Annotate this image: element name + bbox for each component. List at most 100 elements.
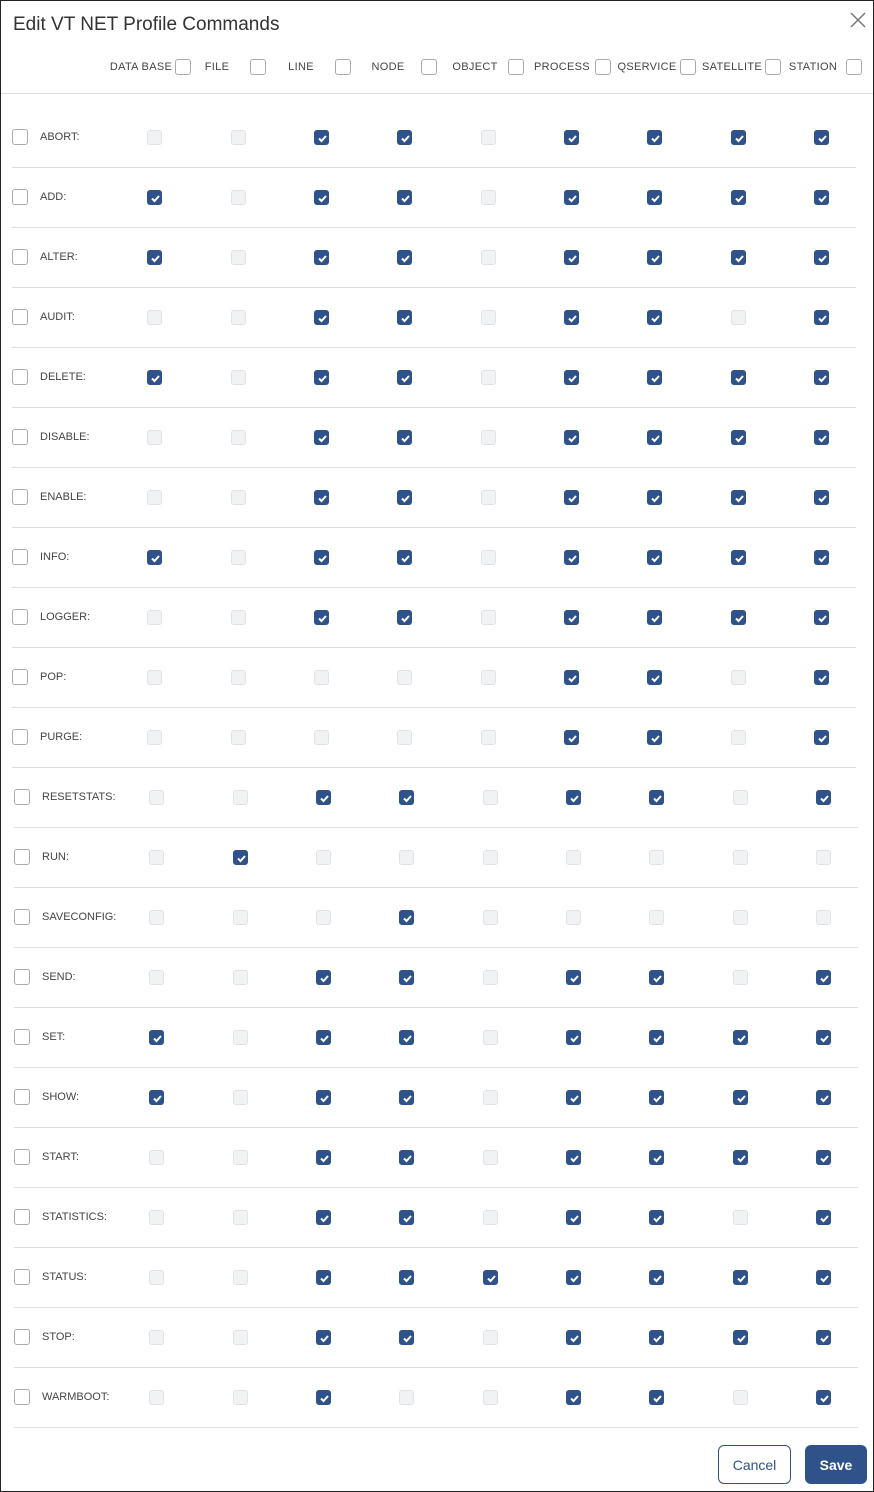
checked-checkbox[interactable]	[814, 370, 829, 385]
checked-checkbox[interactable]	[314, 130, 329, 145]
column-select-all-checkbox[interactable]	[765, 59, 781, 75]
checked-checkbox[interactable]	[816, 1270, 831, 1285]
checked-checkbox[interactable]	[649, 970, 664, 985]
checked-checkbox[interactable]	[233, 850, 248, 865]
checked-checkbox[interactable]	[647, 550, 662, 565]
checked-checkbox[interactable]	[399, 1330, 414, 1345]
checked-checkbox[interactable]	[564, 730, 579, 745]
checked-checkbox[interactable]	[397, 550, 412, 565]
column-select-all-checkbox[interactable]	[250, 59, 266, 75]
column-select-all-checkbox[interactable]	[595, 59, 611, 75]
checked-checkbox[interactable]	[314, 610, 329, 625]
checked-checkbox[interactable]	[316, 1090, 331, 1105]
row-select-checkbox[interactable]	[14, 789, 30, 805]
checked-checkbox[interactable]	[566, 1210, 581, 1225]
row-select-checkbox[interactable]	[14, 1329, 30, 1345]
checked-checkbox[interactable]	[147, 550, 162, 565]
column-select-all-checkbox[interactable]	[421, 59, 437, 75]
checked-checkbox[interactable]	[731, 190, 746, 205]
checked-checkbox[interactable]	[814, 550, 829, 565]
checked-checkbox[interactable]	[647, 730, 662, 745]
row-select-checkbox[interactable]	[12, 489, 28, 505]
checked-checkbox[interactable]	[814, 310, 829, 325]
column-select-all-checkbox[interactable]	[175, 59, 191, 75]
checked-checkbox[interactable]	[397, 370, 412, 385]
checked-checkbox[interactable]	[814, 430, 829, 445]
checked-checkbox[interactable]	[816, 1390, 831, 1405]
row-select-checkbox[interactable]	[14, 969, 30, 985]
checked-checkbox[interactable]	[397, 130, 412, 145]
checked-checkbox[interactable]	[733, 1330, 748, 1345]
checked-checkbox[interactable]	[564, 250, 579, 265]
checked-checkbox[interactable]	[731, 130, 746, 145]
checked-checkbox[interactable]	[731, 430, 746, 445]
checked-checkbox[interactable]	[147, 370, 162, 385]
checked-checkbox[interactable]	[399, 970, 414, 985]
checked-checkbox[interactable]	[564, 610, 579, 625]
checked-checkbox[interactable]	[647, 430, 662, 445]
close-icon[interactable]	[848, 10, 868, 30]
checked-checkbox[interactable]	[647, 490, 662, 505]
checked-checkbox[interactable]	[399, 1090, 414, 1105]
checked-checkbox[interactable]	[647, 670, 662, 685]
checked-checkbox[interactable]	[397, 190, 412, 205]
row-select-checkbox[interactable]	[14, 909, 30, 925]
checked-checkbox[interactable]	[814, 250, 829, 265]
row-select-checkbox[interactable]	[14, 1089, 30, 1105]
checked-checkbox[interactable]	[316, 1030, 331, 1045]
checked-checkbox[interactable]	[399, 910, 414, 925]
checked-checkbox[interactable]	[566, 1090, 581, 1105]
checked-checkbox[interactable]	[647, 370, 662, 385]
checked-checkbox[interactable]	[566, 1330, 581, 1345]
checked-checkbox[interactable]	[314, 310, 329, 325]
checked-checkbox[interactable]	[397, 610, 412, 625]
checked-checkbox[interactable]	[649, 1270, 664, 1285]
checked-checkbox[interactable]	[564, 370, 579, 385]
checked-checkbox[interactable]	[649, 1150, 664, 1165]
checked-checkbox[interactable]	[314, 550, 329, 565]
checked-checkbox[interactable]	[314, 190, 329, 205]
checked-checkbox[interactable]	[814, 730, 829, 745]
checked-checkbox[interactable]	[564, 430, 579, 445]
checked-checkbox[interactable]	[733, 1030, 748, 1045]
row-select-checkbox[interactable]	[12, 309, 28, 325]
checked-checkbox[interactable]	[314, 370, 329, 385]
column-select-all-checkbox[interactable]	[508, 59, 524, 75]
checked-checkbox[interactable]	[316, 1210, 331, 1225]
checked-checkbox[interactable]	[816, 1030, 831, 1045]
checked-checkbox[interactable]	[647, 610, 662, 625]
checked-checkbox[interactable]	[399, 1150, 414, 1165]
checked-checkbox[interactable]	[816, 1150, 831, 1165]
checked-checkbox[interactable]	[731, 610, 746, 625]
checked-checkbox[interactable]	[647, 310, 662, 325]
checked-checkbox[interactable]	[814, 130, 829, 145]
row-select-checkbox[interactable]	[14, 1029, 30, 1045]
checked-checkbox[interactable]	[566, 1150, 581, 1165]
row-select-checkbox[interactable]	[12, 669, 28, 685]
checked-checkbox[interactable]	[399, 1270, 414, 1285]
checked-checkbox[interactable]	[564, 670, 579, 685]
row-select-checkbox[interactable]	[14, 1389, 30, 1405]
row-select-checkbox[interactable]	[14, 1149, 30, 1165]
checked-checkbox[interactable]	[649, 1210, 664, 1225]
checked-checkbox[interactable]	[564, 190, 579, 205]
checked-checkbox[interactable]	[397, 250, 412, 265]
row-select-checkbox[interactable]	[12, 549, 28, 565]
checked-checkbox[interactable]	[731, 250, 746, 265]
checked-checkbox[interactable]	[483, 1270, 498, 1285]
checked-checkbox[interactable]	[316, 1150, 331, 1165]
cancel-button[interactable]: Cancel	[718, 1445, 791, 1484]
row-select-checkbox[interactable]	[12, 609, 28, 625]
checked-checkbox[interactable]	[816, 970, 831, 985]
checked-checkbox[interactable]	[564, 310, 579, 325]
checked-checkbox[interactable]	[314, 250, 329, 265]
save-button[interactable]: Save	[805, 1445, 867, 1484]
checked-checkbox[interactable]	[647, 250, 662, 265]
checked-checkbox[interactable]	[564, 130, 579, 145]
checked-checkbox[interactable]	[149, 1090, 164, 1105]
checked-checkbox[interactable]	[816, 1210, 831, 1225]
checked-checkbox[interactable]	[647, 130, 662, 145]
column-select-all-checkbox[interactable]	[335, 59, 351, 75]
checked-checkbox[interactable]	[733, 1270, 748, 1285]
checked-checkbox[interactable]	[399, 790, 414, 805]
